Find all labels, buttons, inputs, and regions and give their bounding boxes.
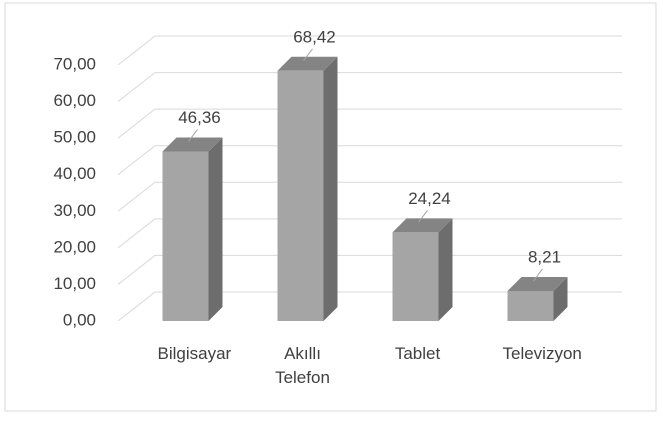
grid-line	[117, 291, 622, 322]
bar-side	[438, 218, 453, 321]
y-tick-label: 60,00	[53, 91, 96, 110]
y-tick-label: 50,00	[53, 128, 96, 147]
bar-top	[277, 56, 338, 71]
grid-line	[117, 145, 622, 176]
y-tick-label: 70,00	[53, 54, 96, 73]
value-label: 46,36	[178, 108, 221, 127]
bar	[392, 232, 439, 321]
grid-line	[117, 181, 622, 212]
bar-top	[392, 218, 453, 233]
bar-top	[162, 137, 223, 152]
grid-line	[117, 72, 622, 102]
grid-line	[117, 35, 622, 66]
grid-line	[117, 254, 622, 285]
bar-side	[553, 276, 568, 321]
y-tick-label: 40,00	[53, 164, 96, 183]
bar	[277, 70, 324, 321]
bar-side	[208, 137, 223, 321]
leader-line	[303, 48, 313, 62]
leader-line	[533, 268, 543, 282]
bar	[162, 151, 209, 321]
y-tick-label: 10,00	[53, 274, 96, 293]
grid-line	[117, 218, 622, 249]
x-tick-label: Akıllı Telefon	[275, 344, 330, 387]
value-label: 68,42	[293, 27, 336, 46]
value-label: 24,24	[408, 189, 451, 208]
x-tick-label: Bilgisayar	[157, 344, 232, 363]
leader-line	[188, 129, 198, 142]
value-label: 8,21	[528, 247, 561, 266]
y-tick-label: 30,00	[53, 201, 96, 220]
x-tick-label: Televizyon	[502, 344, 582, 363]
y-tick-label: 20,00	[53, 237, 96, 256]
x-tick-label: Tablet	[394, 344, 441, 363]
bar	[507, 290, 554, 321]
y-tick-label: 0,00	[63, 310, 96, 329]
grid-line	[117, 108, 622, 139]
bar-top	[507, 276, 568, 291]
bar-side	[323, 56, 338, 321]
leader-line	[418, 210, 428, 223]
